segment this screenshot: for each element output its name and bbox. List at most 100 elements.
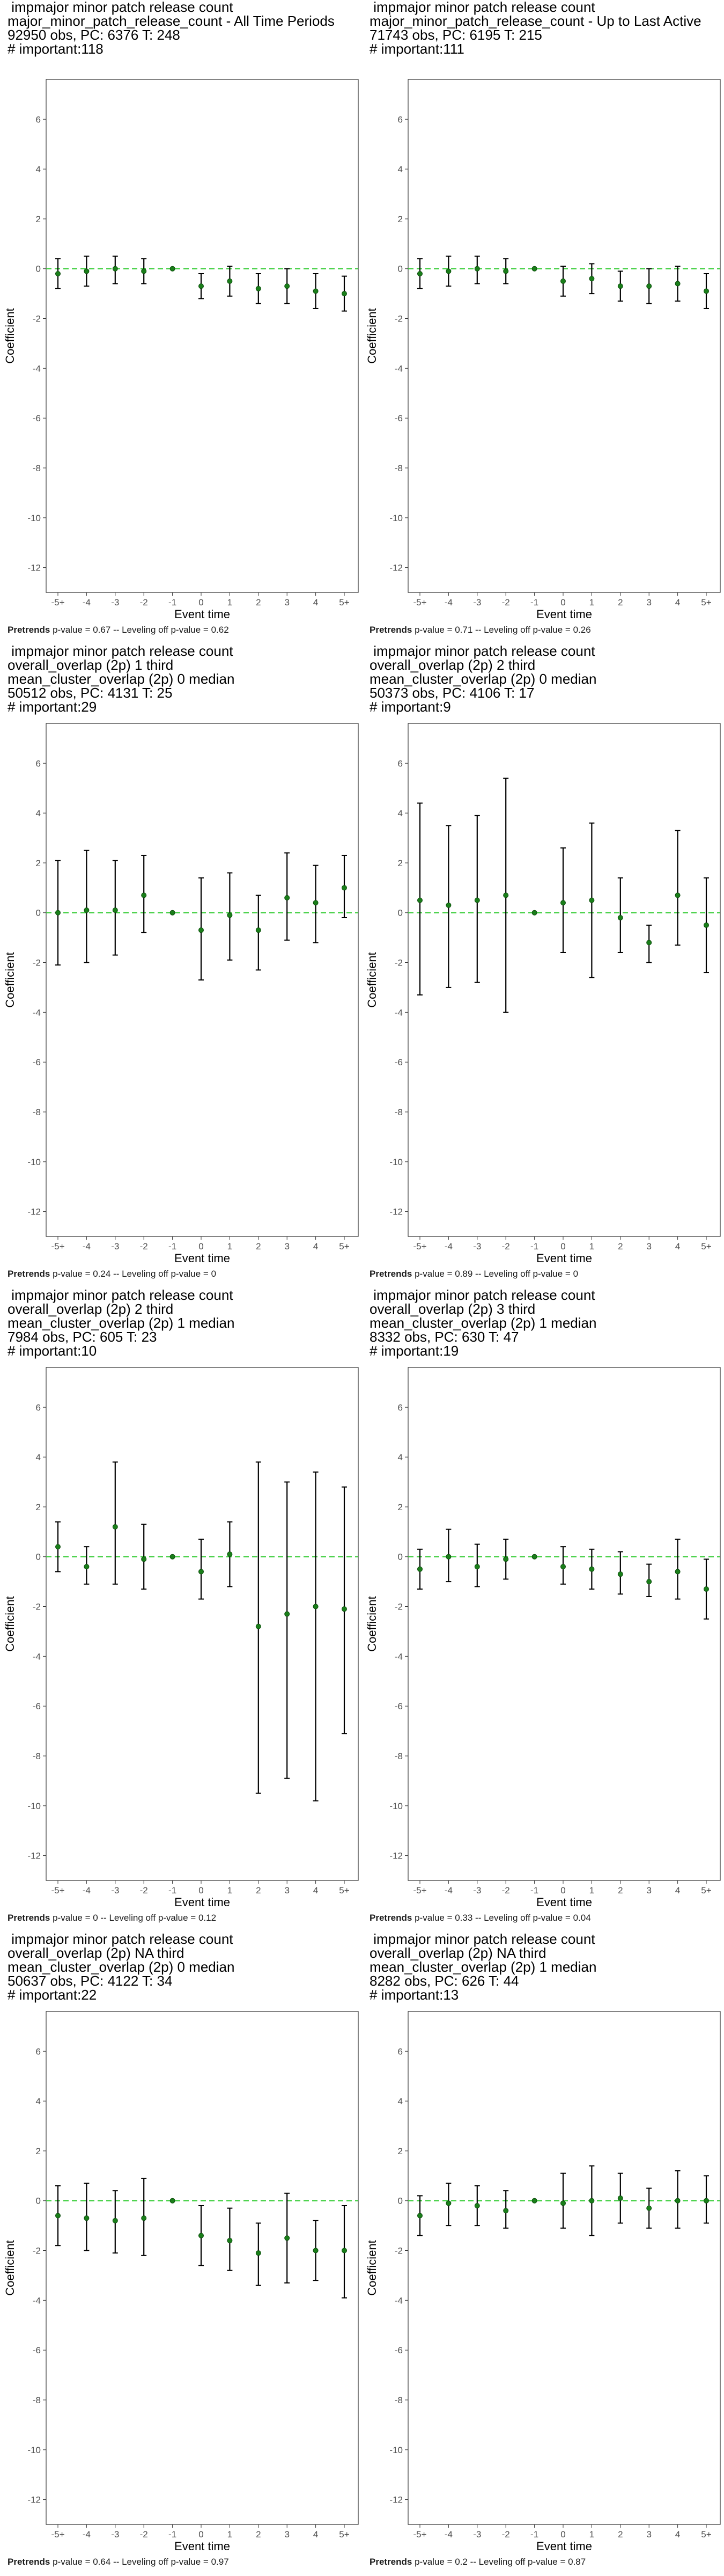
x-axis-title: Event time <box>174 608 230 621</box>
chart-title: impmajor minor patch release count overal… <box>370 1288 721 1358</box>
plot-border <box>408 2011 721 2525</box>
y-tick-label: -2 <box>33 958 41 968</box>
coefficient-point <box>589 2198 595 2204</box>
chart-title: impmajor minor patch release count major_… <box>370 0 721 56</box>
x-tick-label: 1 <box>227 1241 232 1252</box>
chart-title-line: # important:29 <box>8 699 97 715</box>
x-tick-label: 0 <box>560 597 565 608</box>
y-tick-label: 0 <box>36 264 41 274</box>
plot-border <box>408 79 721 593</box>
coefficient-point <box>503 268 509 274</box>
x-tick-label: 2 <box>256 1885 261 1896</box>
coefficient-point <box>675 2198 681 2204</box>
coefficient-point <box>284 1611 290 1617</box>
x-tick-label: 3 <box>284 597 289 608</box>
chart-title: impmajor minor patch release count overal… <box>8 644 359 714</box>
chart-title-line: overall_overlap (2p) NA third <box>370 1945 546 1961</box>
x-tick-label: -5+ <box>51 1241 64 1252</box>
plot-border <box>46 1367 359 1881</box>
coefficient-point <box>617 2196 623 2201</box>
y-tick-label: -4 <box>395 1651 403 1662</box>
chart-title-line: impmajor minor patch release count <box>370 1931 595 1947</box>
plot-border <box>46 79 359 593</box>
chart-title: impmajor minor patch release count overal… <box>370 644 721 714</box>
coefficient-point <box>704 2198 709 2204</box>
coefficient-point <box>617 283 623 289</box>
plot-border <box>46 723 359 1237</box>
x-tick-label: 1 <box>227 2529 232 2540</box>
y-tick-label: 2 <box>398 1502 403 1512</box>
y-tick-label: 2 <box>398 858 403 868</box>
x-tick-label: -5+ <box>413 1241 426 1252</box>
x-tick-label: 3 <box>284 2529 289 2540</box>
y-axis-title: Coefficient <box>3 952 17 1008</box>
x-tick-label: -3 <box>473 1885 481 1896</box>
chart-title: impmajor minor patch release count overal… <box>8 1288 359 1358</box>
coefficient-point <box>284 895 290 901</box>
y-tick-label: 0 <box>36 2196 41 2206</box>
y-tick-label: 0 <box>398 1552 403 1562</box>
chart-title-line: # important:9 <box>370 699 451 715</box>
x-tick-label: -4 <box>445 2529 453 2540</box>
x-tick-label: -2 <box>140 2529 148 2540</box>
x-tick-label: -3 <box>473 1241 481 1252</box>
coefficient-point <box>255 927 261 933</box>
coefficient-point <box>589 1566 595 1572</box>
y-tick-label: 6 <box>398 114 403 125</box>
coefficient-point <box>446 1554 452 1560</box>
chart-caption: Pretrends p-value = 0.71 -- Leveling off… <box>370 625 591 635</box>
y-tick-label: -10 <box>27 2445 41 2455</box>
coefficient-point <box>313 900 319 906</box>
x-axis-title: Event time <box>536 608 592 621</box>
coefficient-point <box>503 1556 509 1562</box>
y-tick-label: -2 <box>395 1602 403 1612</box>
x-tick-label: 0 <box>198 1241 203 1252</box>
x-tick-label: 1 <box>589 2529 594 2540</box>
y-tick-label: 2 <box>36 858 41 868</box>
x-tick-label: -5+ <box>413 2529 426 2540</box>
coefficient-point <box>560 278 566 284</box>
y-tick-label: -8 <box>395 1751 403 1761</box>
y-tick-label: -12 <box>27 1851 41 1861</box>
chart-title-line: # important:10 <box>8 1343 97 1359</box>
coefficient-point <box>55 1544 61 1550</box>
x-tick-label: 0 <box>198 1885 203 1896</box>
y-tick-label: -6 <box>395 1701 403 1711</box>
coefficient-point <box>417 270 423 276</box>
chart-caption: Pretrends p-value = 0.89 -- Leveling off… <box>370 1269 578 1279</box>
y-tick-label: -12 <box>389 563 403 573</box>
chart-panel: impmajor minor patch release count major_… <box>362 0 724 644</box>
chart-title-line: overall_overlap (2p) NA third <box>8 1945 184 1961</box>
coefficient-point <box>342 885 347 891</box>
chart-title-line: mean_cluster_overlap (2p) 1 median <box>370 1959 597 1975</box>
coefficient-point <box>589 276 595 282</box>
x-tick-label: -1 <box>530 2529 538 2540</box>
y-tick-label: -12 <box>389 1851 403 1861</box>
coefficient-point <box>646 940 652 946</box>
chart-title-line: impmajor minor patch release count <box>370 0 595 15</box>
chart-title: impmajor minor patch release count major_… <box>8 0 359 56</box>
x-tick-label: 5+ <box>701 1241 711 1252</box>
caption-pretrends-label: Pretrends <box>8 2557 50 2567</box>
x-tick-label: -3 <box>111 2529 119 2540</box>
chart-panel: impmajor minor patch release count overal… <box>0 1932 362 2576</box>
coefficient-point <box>417 1566 423 1572</box>
caption-pvalues: p-value = 0.67 -- Leveling off p-value =… <box>50 625 229 635</box>
chart-panel: impmajor minor patch release count overal… <box>362 644 724 1288</box>
coefficient-point <box>55 2213 61 2219</box>
y-tick-label: -4 <box>33 1007 41 1018</box>
chart-title-line: overall_overlap (2p) 2 third <box>8 1301 174 1317</box>
x-tick-label: -4 <box>83 1241 91 1252</box>
y-tick-label: 0 <box>398 264 403 274</box>
coefficient-point <box>198 2233 204 2238</box>
chart-title-line: 50373 obs, PC: 4106 T: 17 <box>370 685 535 701</box>
y-tick-label: -8 <box>33 2395 41 2405</box>
coefficient-point <box>646 283 652 289</box>
x-tick-label: -2 <box>502 2529 510 2540</box>
caption-pretrends-label: Pretrends <box>370 2557 412 2567</box>
x-tick-label: -1 <box>168 597 176 608</box>
